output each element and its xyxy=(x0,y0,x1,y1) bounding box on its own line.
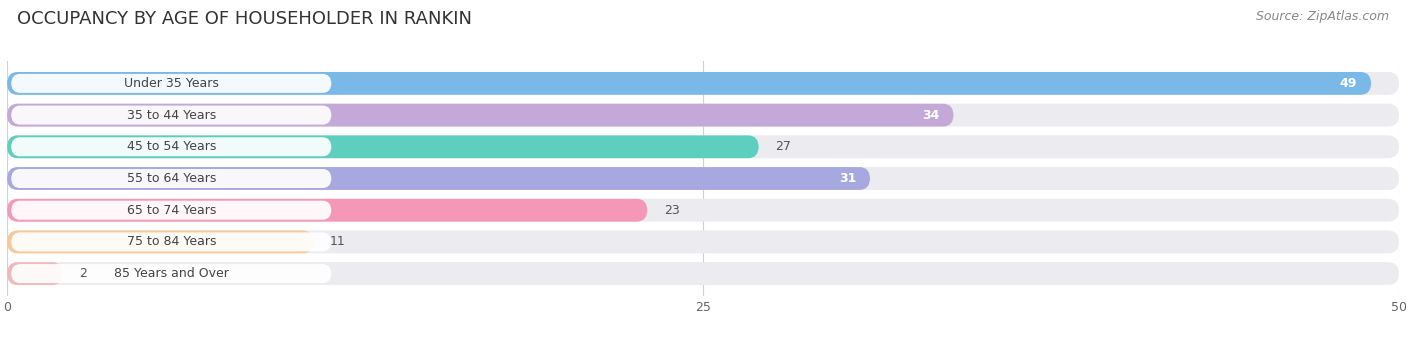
FancyBboxPatch shape xyxy=(7,104,1399,126)
FancyBboxPatch shape xyxy=(11,169,332,188)
Text: 65 to 74 Years: 65 to 74 Years xyxy=(127,204,217,217)
FancyBboxPatch shape xyxy=(7,262,1399,285)
FancyBboxPatch shape xyxy=(11,264,332,283)
Text: 45 to 54 Years: 45 to 54 Years xyxy=(127,140,217,153)
FancyBboxPatch shape xyxy=(7,199,1399,222)
FancyBboxPatch shape xyxy=(7,231,1399,253)
FancyBboxPatch shape xyxy=(7,199,647,222)
FancyBboxPatch shape xyxy=(7,72,1371,95)
Text: 49: 49 xyxy=(1340,77,1357,90)
FancyBboxPatch shape xyxy=(7,231,314,253)
Text: OCCUPANCY BY AGE OF HOUSEHOLDER IN RANKIN: OCCUPANCY BY AGE OF HOUSEHOLDER IN RANKI… xyxy=(17,10,472,28)
FancyBboxPatch shape xyxy=(7,104,953,126)
Text: 75 to 84 Years: 75 to 84 Years xyxy=(127,235,217,249)
FancyBboxPatch shape xyxy=(7,72,1399,95)
Text: 34: 34 xyxy=(922,108,939,122)
FancyBboxPatch shape xyxy=(11,201,332,220)
FancyBboxPatch shape xyxy=(7,262,63,285)
Text: 27: 27 xyxy=(775,140,792,153)
Text: 35 to 44 Years: 35 to 44 Years xyxy=(127,108,217,122)
FancyBboxPatch shape xyxy=(11,137,332,156)
FancyBboxPatch shape xyxy=(11,74,332,93)
Text: 55 to 64 Years: 55 to 64 Years xyxy=(127,172,217,185)
FancyBboxPatch shape xyxy=(7,135,759,158)
FancyBboxPatch shape xyxy=(7,135,1399,158)
FancyBboxPatch shape xyxy=(7,167,1399,190)
Text: 11: 11 xyxy=(330,235,346,249)
Text: 85 Years and Over: 85 Years and Over xyxy=(114,267,229,280)
Text: Under 35 Years: Under 35 Years xyxy=(124,77,219,90)
Text: 2: 2 xyxy=(79,267,87,280)
Text: 23: 23 xyxy=(664,204,679,217)
FancyBboxPatch shape xyxy=(11,233,332,251)
FancyBboxPatch shape xyxy=(11,106,332,124)
Text: 31: 31 xyxy=(839,172,856,185)
Text: Source: ZipAtlas.com: Source: ZipAtlas.com xyxy=(1256,10,1389,23)
FancyBboxPatch shape xyxy=(7,167,870,190)
